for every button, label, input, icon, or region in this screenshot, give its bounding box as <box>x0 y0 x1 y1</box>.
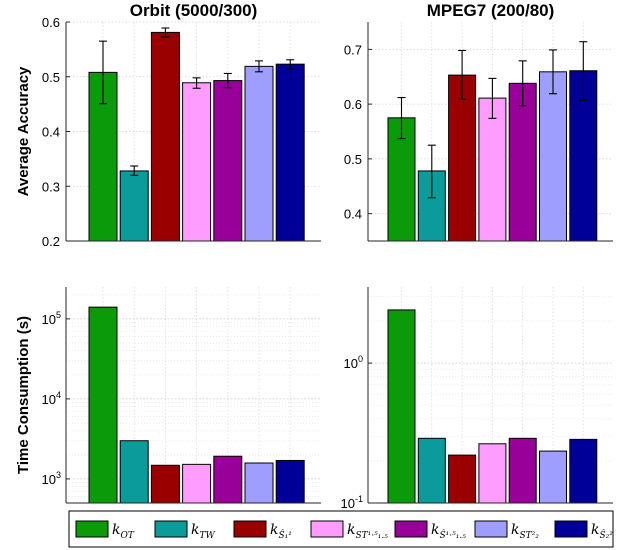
error-bar-4 <box>488 77 497 119</box>
bar-4 <box>478 97 507 242</box>
error-bar-6 <box>255 60 263 73</box>
legend-label: kŜ₂² <box>591 522 613 541</box>
error-bar-2 <box>130 165 139 176</box>
legend: kOT kTW kŜ₁¹ kST¹·⁵₁.₅ kŜ¹·⁵₁.₅ kST²₂ kŜ₂² <box>68 510 614 548</box>
bar-4 <box>182 82 212 242</box>
error-bar-3 <box>458 49 467 100</box>
legend-swatch <box>554 520 588 538</box>
legend-item-1: kOT <box>75 520 135 541</box>
legend-swatch <box>75 520 109 538</box>
bar-6 <box>539 71 567 242</box>
legend-label: kST¹·⁵₁.₅ <box>347 522 388 541</box>
panel-2: 0.4 0.5 0.6 0.7 MPEG7 (200/80) <box>344 1 613 242</box>
bar-2 <box>119 440 149 504</box>
error-bar-3 <box>161 27 170 38</box>
legend-item-7: kŜ₂² <box>554 520 613 541</box>
panel-title: MPEG7 (200/80) <box>427 1 555 20</box>
y-tick-label: 104 <box>42 390 61 407</box>
legend-item-6: kST²₂ <box>474 520 539 541</box>
bar-2 <box>417 437 446 504</box>
legend-label: kST²₂ <box>511 522 539 541</box>
bar-7 <box>275 459 305 504</box>
y-tick-label: 0.4 <box>42 125 60 140</box>
y-axis-label: Average Accuracy <box>15 66 32 196</box>
legend-item-3: kŜ₁¹ <box>233 520 292 541</box>
y-tick-label: 0.5 <box>344 152 362 167</box>
bar-2 <box>119 170 149 242</box>
bar-4 <box>478 443 507 504</box>
bar-1 <box>88 306 118 504</box>
error-bar-7 <box>286 59 295 70</box>
error-bar-6 <box>549 49 557 95</box>
error-bar-4 <box>192 77 201 89</box>
legend-swatch <box>394 520 428 538</box>
bar-4 <box>182 463 212 504</box>
y-tick-label: 100 <box>344 354 363 371</box>
bar-5 <box>508 437 537 504</box>
y-tick-label: 0.3 <box>42 179 60 194</box>
panel-3: 103 104 105 Time Consumption (s) <box>15 287 321 504</box>
y-tick-label: 103 <box>42 470 61 487</box>
bar-5 <box>213 455 243 504</box>
error-bar-2 <box>427 144 436 199</box>
panel-1: 0.2 0.3 0.4 0.5 0.6 Orbit (5000/300) Average A… <box>15 1 321 249</box>
y-tick-label: 0.5 <box>42 70 60 85</box>
panel-title: Orbit (5000/300) <box>130 1 258 20</box>
bar-1 <box>387 309 416 504</box>
legend-label: kOT <box>112 522 135 541</box>
legend-label: kŜ¹·⁵₁.₅ <box>431 522 466 541</box>
bar-7 <box>275 63 305 242</box>
legend-label: kTW <box>191 522 215 541</box>
y-tick-label: 10-1 <box>341 494 363 511</box>
bar-3 <box>150 464 180 504</box>
bar-3 <box>448 74 477 242</box>
y-tick-label: 105 <box>42 310 61 327</box>
chart-panels: 0.2 0.3 0.4 0.5 0.6 Orbit (5000/300) Average A… <box>15 1 613 511</box>
error-bar-1 <box>397 97 406 140</box>
bar-6 <box>539 450 567 504</box>
y-tick-label: 0.2 <box>42 234 60 249</box>
error-bar-5 <box>518 60 527 107</box>
legend-swatch <box>154 520 188 538</box>
bar-3 <box>150 31 180 242</box>
bar-6 <box>244 462 274 504</box>
legend-swatch <box>310 520 344 538</box>
legend-item-5: kŜ¹·⁵₁.₅ <box>394 520 466 541</box>
error-bar-1 <box>99 40 107 105</box>
legend-item-4: kST¹·⁵₁.₅ <box>310 520 388 541</box>
legend-label: kŜ₁¹ <box>270 522 292 541</box>
y-tick-label: 0.6 <box>42 15 60 30</box>
legend-item-2: kTW <box>154 520 215 541</box>
error-bar-5 <box>223 72 232 89</box>
bar-3 <box>448 454 477 504</box>
y-tick-label: 0.7 <box>344 42 362 57</box>
bar-7 <box>569 438 598 504</box>
error-bar-7 <box>579 41 588 101</box>
y-tick-label: 0.6 <box>344 97 362 112</box>
legend-swatch <box>474 520 508 538</box>
y-tick-label: 0.4 <box>344 207 362 222</box>
bar-5 <box>508 82 537 242</box>
panel-4: 10-1 100 <box>341 287 613 511</box>
y-axis-label: Time Consumption (s) <box>15 316 32 474</box>
bar-5 <box>213 80 243 242</box>
bar-6 <box>244 65 274 242</box>
legend-swatch <box>233 520 267 538</box>
